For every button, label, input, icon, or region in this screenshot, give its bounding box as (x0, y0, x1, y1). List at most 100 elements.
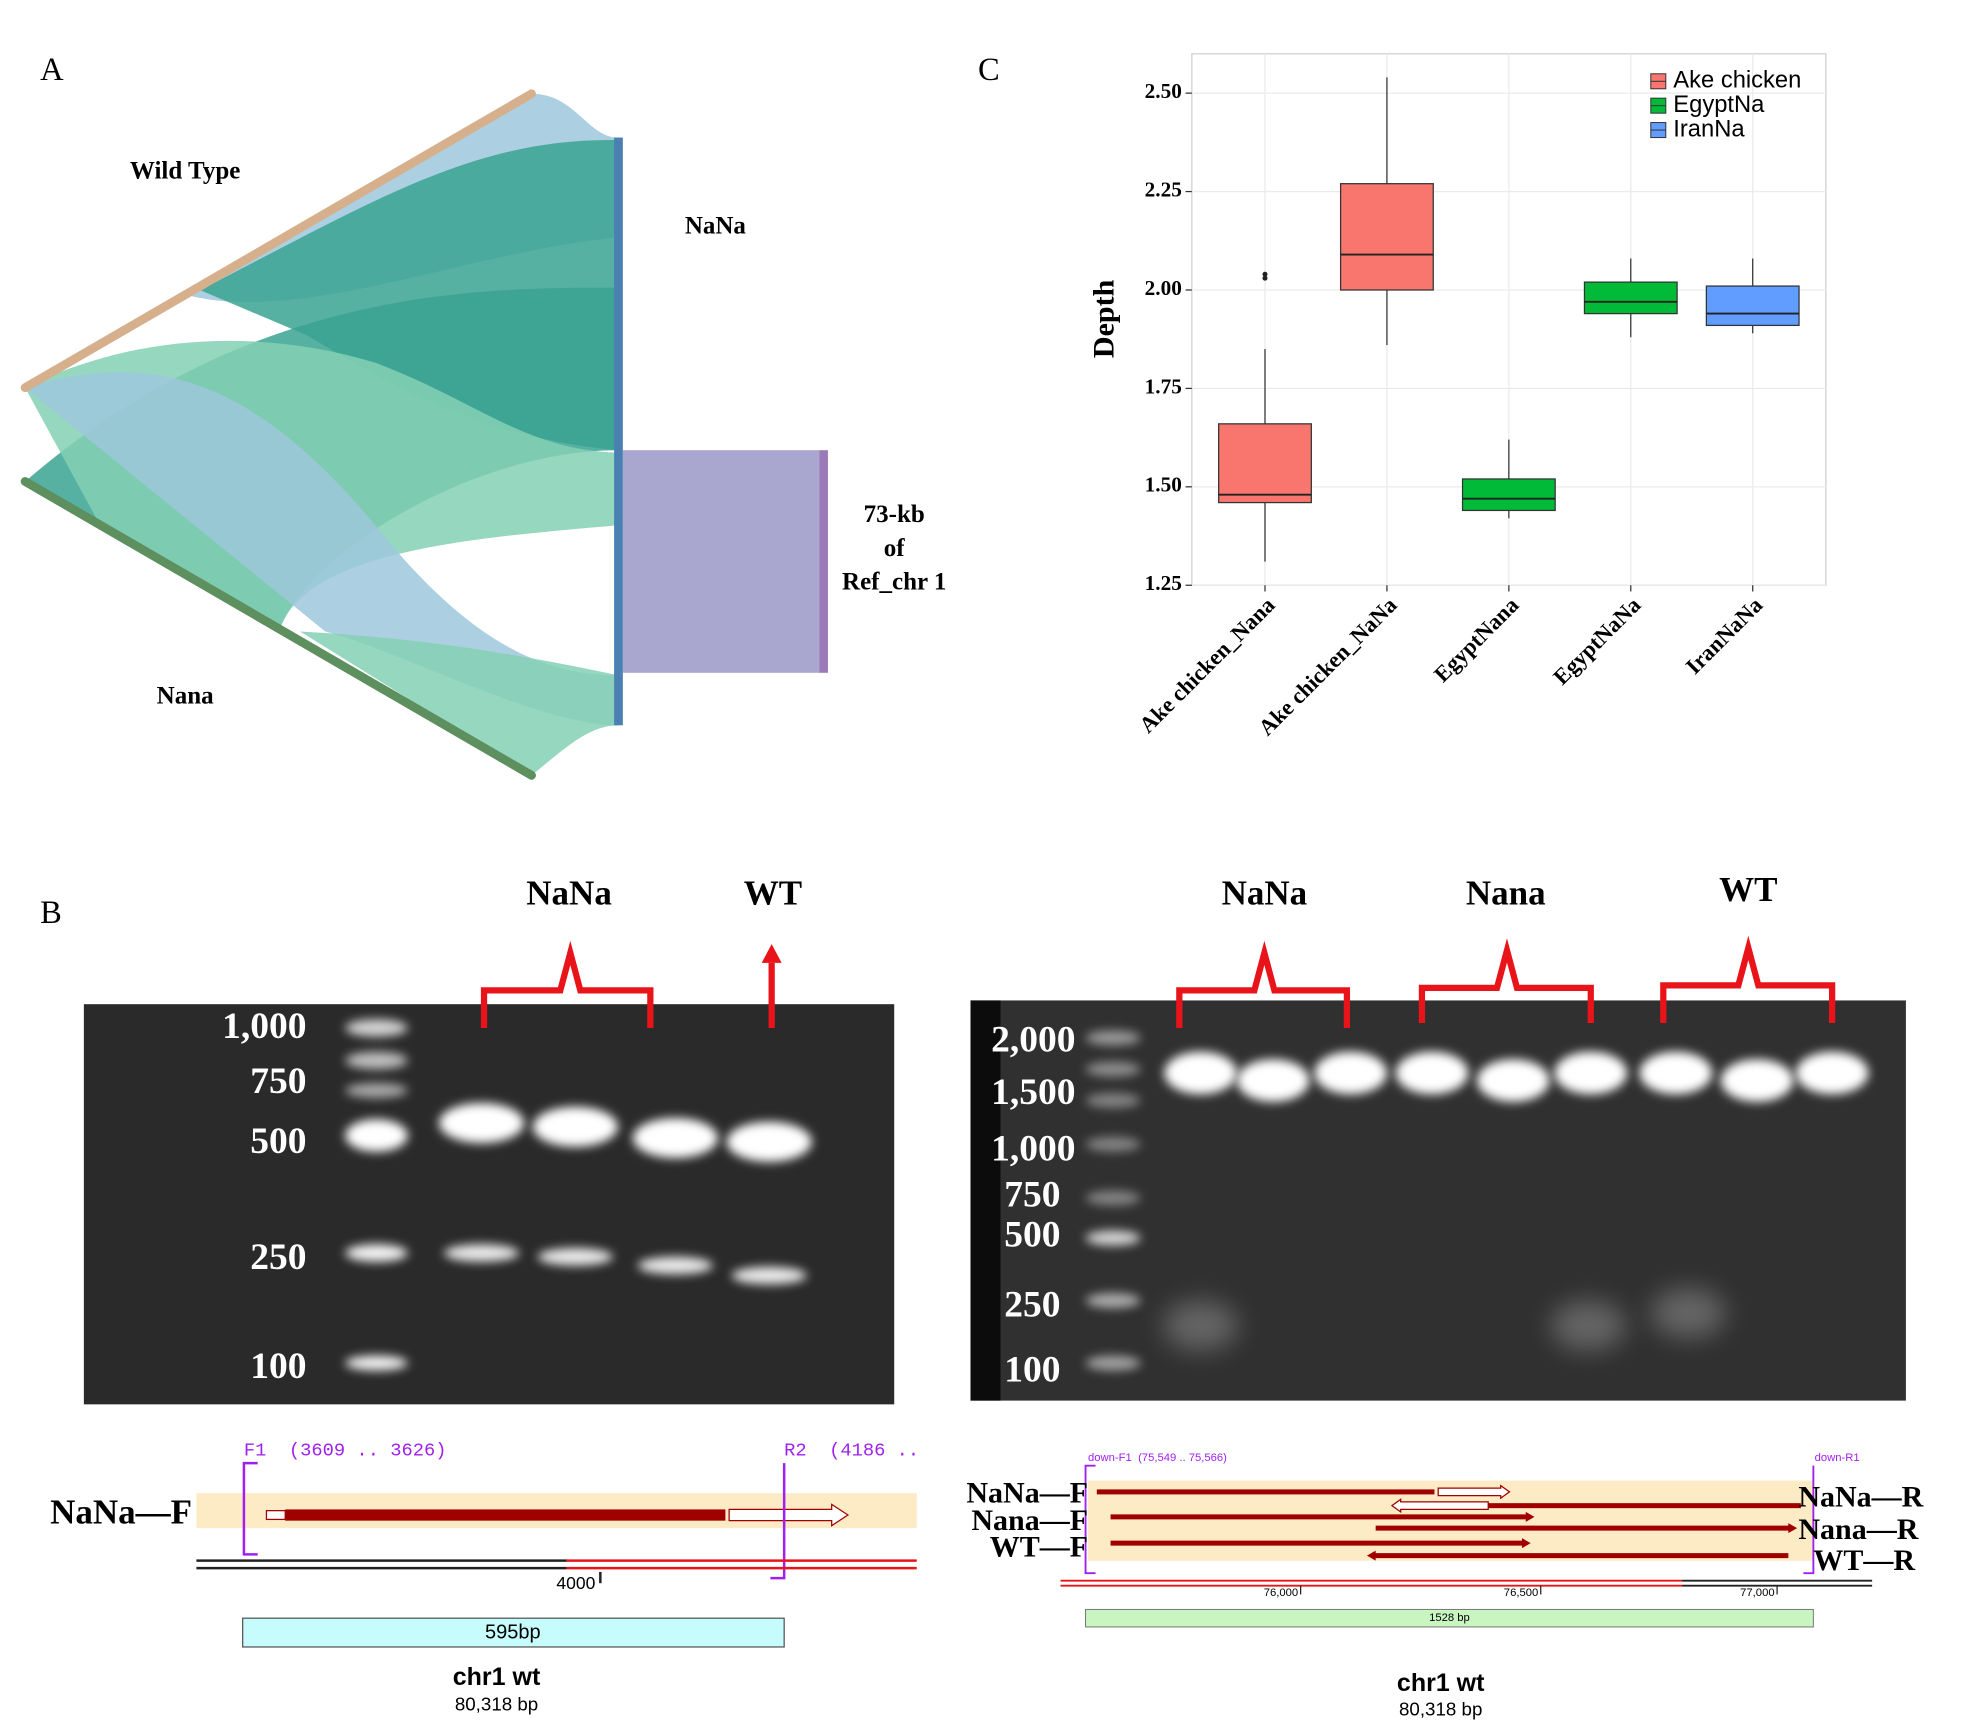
product (1085, 1608, 1814, 1628)
primer-label: R2 (4186 .. (784, 1440, 919, 1462)
node-label: Nana (157, 683, 214, 710)
gel-band (731, 1266, 807, 1285)
node-bar (819, 450, 828, 673)
arrow-head (761, 944, 782, 963)
gel-band (1085, 1190, 1141, 1206)
product-label: 595bp (485, 1621, 541, 1643)
gel-band (345, 1051, 408, 1070)
box (1583, 281, 1678, 315)
y-tick-label: 1.75 (1145, 374, 1182, 398)
ladder-label: 2,000 (991, 1020, 1075, 1061)
gel-band (444, 1244, 520, 1262)
gel-band (1639, 1051, 1713, 1095)
feature (285, 1509, 726, 1521)
group-label: Nana (1466, 874, 1546, 913)
y-tick-label: 2.50 (1145, 79, 1182, 103)
legend-label: Ake chicken (1673, 67, 1801, 94)
x-tick-label: Ake chicken_NaNa (1254, 592, 1402, 740)
primer-name: Nana—R (1798, 1513, 1918, 1546)
gel-band (345, 1119, 408, 1152)
box (1705, 285, 1800, 327)
gel-band (532, 1106, 618, 1147)
x-tick-label: EgyptNaNa (1548, 592, 1645, 689)
feature-arrow (728, 1503, 850, 1527)
gel-band (1236, 1059, 1310, 1102)
gel-edge (970, 1000, 1001, 1401)
gel (83, 1004, 895, 1405)
primer (1803, 1465, 1815, 1575)
gel-band (1795, 1051, 1869, 1095)
box (1461, 478, 1556, 512)
sequence-map: F1 (3609 .. 3626) R2 (4186 .. NaNa—F 400… (50, 1440, 919, 1715)
node-bar (614, 137, 623, 726)
gel-band (1163, 1300, 1239, 1351)
map-length: 80,318 bp (455, 1694, 538, 1715)
brace (1418, 938, 1594, 1023)
gel-band (1085, 1061, 1141, 1077)
gel-band (726, 1121, 812, 1162)
gels: 1,000 750 500 250 100 NaNa WT 2,000 1,50… (83, 870, 1906, 1405)
ladder-label: 1,000 (222, 1006, 306, 1047)
ladder-label: 100 (250, 1346, 306, 1387)
node-label: 73-kb (864, 501, 925, 528)
axis-tick-label: 4000 (556, 1573, 595, 1593)
feature (1375, 1523, 1798, 1534)
brace (1660, 935, 1836, 1023)
feature (1488, 1503, 1801, 1509)
gel-band (1085, 1136, 1141, 1152)
outlier (1262, 271, 1268, 277)
group-label: WT (1719, 870, 1777, 909)
gel-band (345, 1244, 408, 1262)
sankey-diagram: Wild Type NaNa Nana 73-kb of Ref_chr 1 (20, 89, 946, 780)
sequence-map: down-F1 (75,549 .. 75,566) down-R1 NaNa—… (966, 1452, 1923, 1720)
gel-band (345, 1019, 408, 1037)
node-bar (20, 477, 536, 780)
x-tick-label: EgyptNana (1429, 592, 1524, 687)
map-title: chr1 wt (453, 1663, 541, 1691)
gel-band (1085, 1293, 1141, 1309)
primer-name: NaNa—F (966, 1477, 1088, 1510)
feature (265, 1510, 286, 1521)
axis-tick-label: 77,000 (1740, 1587, 1774, 1599)
node-label: Wild Type (130, 157, 240, 184)
feature-arrow (1437, 1484, 1511, 1500)
feature-arrow (1390, 1498, 1489, 1514)
gel-band (1550, 1300, 1626, 1351)
gel-band (1395, 1051, 1469, 1095)
legend-label: EgyptNa (1673, 91, 1765, 118)
y-tick-label: 1.25 (1145, 571, 1182, 595)
ladder-label: 500 (1004, 1215, 1060, 1256)
gel-band (1085, 1030, 1141, 1046)
ladder-label: 250 (250, 1237, 306, 1278)
map-length: 80,318 bp (1399, 1699, 1482, 1720)
ladder-label: 500 (250, 1121, 306, 1162)
gel-band (1720, 1059, 1794, 1102)
ladder-label: 100 (1004, 1350, 1060, 1391)
brace (480, 940, 654, 1028)
node-bar (20, 89, 536, 393)
flow (300, 631, 618, 776)
ladder-label: 1,000 (991, 1128, 1075, 1169)
ladder-label: 750 (1004, 1175, 1060, 1216)
feature (1110, 1538, 1531, 1549)
gel-band (632, 1117, 718, 1159)
primer-name: WT—R (1813, 1544, 1915, 1577)
x-tick-label: IranNaNa (1681, 592, 1768, 679)
x-tick-label: Ake chicken_Nana (1134, 592, 1279, 737)
gel-band (439, 1102, 525, 1143)
panel-label: C (978, 52, 1000, 88)
gel-band (1554, 1051, 1628, 1095)
gel-band (1314, 1051, 1387, 1095)
primer (1084, 1464, 1096, 1575)
node-label: of (884, 535, 905, 562)
box (1218, 423, 1312, 504)
y-tick-label: 2.00 (1145, 276, 1182, 300)
node-label: NaNa (685, 212, 747, 239)
gel-band (1164, 1051, 1237, 1095)
ladder-label: 1,500 (991, 1072, 1075, 1113)
map-title: chr1 wt (1397, 1669, 1485, 1697)
group-label: NaNa (526, 874, 612, 913)
primer-name: Nana—F (971, 1504, 1088, 1537)
gel-band (1085, 1355, 1141, 1371)
